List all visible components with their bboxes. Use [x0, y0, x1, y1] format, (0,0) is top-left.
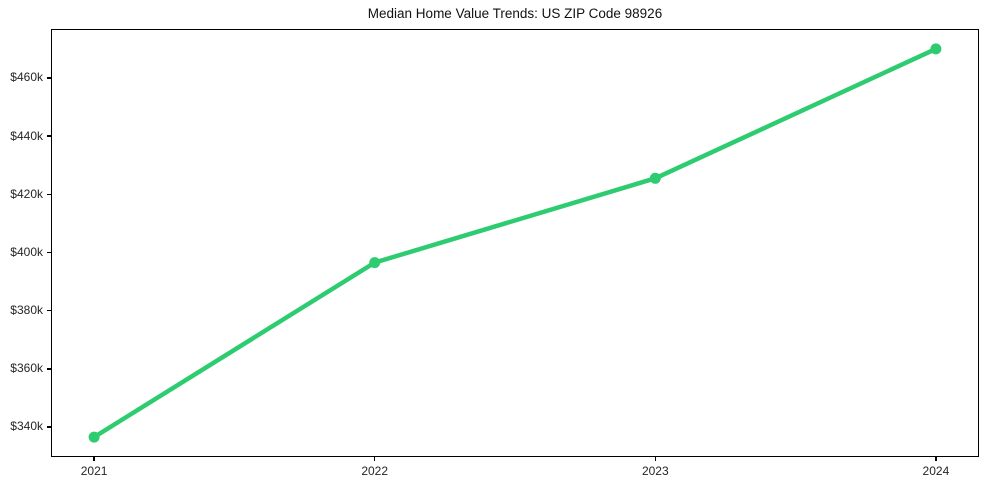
y-tick-label: $460k	[10, 70, 43, 85]
x-tick-label: 2021	[80, 464, 108, 478]
y-tick-mark	[47, 77, 52, 79]
x-tick-label: 2023	[641, 464, 669, 478]
trend-line	[91, 46, 939, 440]
y-tick-label: $380k	[10, 303, 43, 318]
y-tick-label: $360k	[10, 361, 43, 376]
x-tick-mark	[654, 456, 657, 461]
data-point-marker	[369, 257, 381, 269]
y-tick-mark	[47, 135, 52, 137]
y-tick-mark	[47, 193, 52, 196]
data-point-marker	[88, 431, 100, 443]
y-tick-mark	[47, 426, 52, 428]
y-tick-label: $340k	[10, 419, 43, 434]
x-tick-mark	[93, 456, 95, 461]
trend-line-plot	[88, 43, 942, 443]
y-tick-label: $440k	[10, 128, 43, 143]
y-tick-mark	[47, 251, 52, 254]
x-tick-label: 2024	[922, 464, 950, 478]
chart-title: Median Home Value Trends: US ZIP Code 98…	[367, 6, 663, 21]
x-tick-label: 2022	[361, 464, 389, 478]
y-tick-label: $400k	[10, 244, 43, 259]
y-tick-mark	[47, 309, 52, 312]
x-tick-mark	[373, 456, 376, 461]
data-point-marker	[649, 172, 661, 184]
y-tick-mark	[47, 368, 52, 370]
data-point-marker	[930, 43, 942, 55]
x-tick-mark	[935, 456, 937, 461]
y-tick-label: $420k	[10, 186, 43, 201]
